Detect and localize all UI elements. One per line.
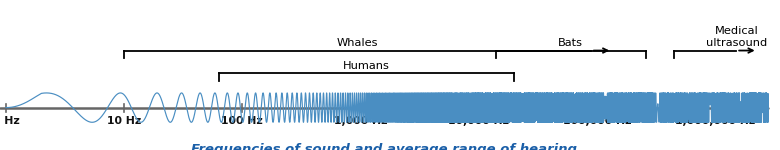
Text: 1,000 Hz: 1,000 Hz [334,116,387,126]
Text: Humans: Humans [343,61,390,71]
Text: 100 Hz: 100 Hz [222,116,263,126]
Text: Frequencies of sound and average range of hearing: Frequencies of sound and average range o… [191,144,577,150]
Text: 10,000 Hz: 10,000 Hz [448,116,509,126]
Text: 1 Hz: 1 Hz [0,116,20,126]
Text: Bats: Bats [558,38,583,48]
Text: Medical
ultrasound: Medical ultrasound [706,26,767,48]
Text: 1,000,000 Hz: 1,000,000 Hz [675,116,755,126]
Text: 100,000 Hz: 100,000 Hz [562,116,631,126]
Text: Whales: Whales [336,38,378,48]
Text: 10 Hz: 10 Hz [107,116,141,126]
